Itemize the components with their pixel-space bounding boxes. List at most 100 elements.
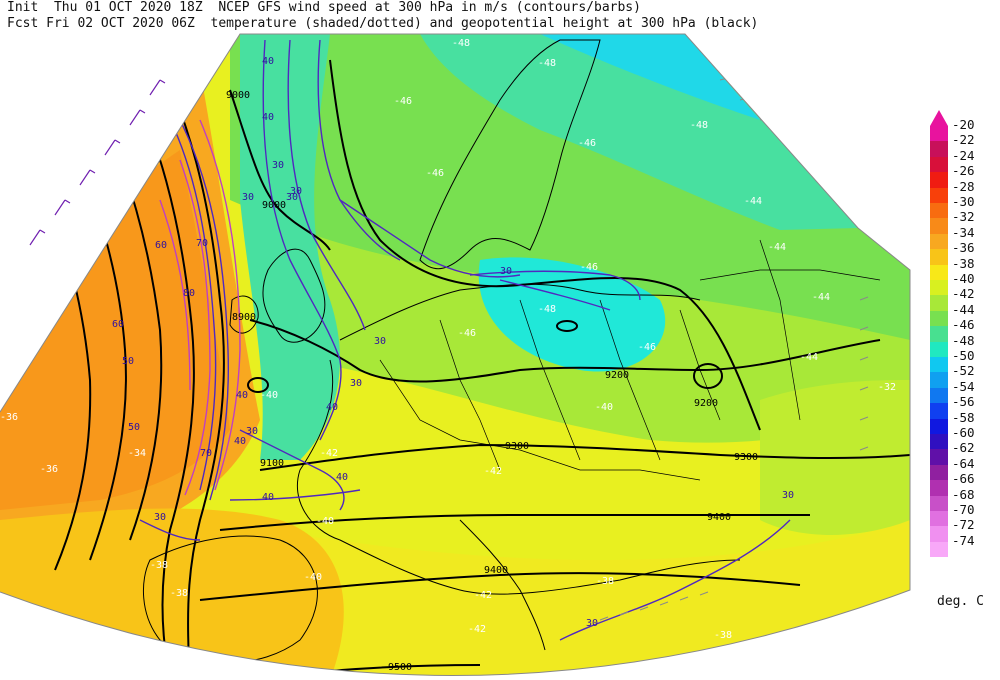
colorbar-swatch (930, 480, 948, 496)
wind-speed-contours (139, 39, 791, 641)
temp-label: -36 (40, 464, 58, 475)
temp-label: -46 (638, 342, 656, 353)
temp-label: -40 (316, 516, 334, 527)
colorbar-label: -34 (952, 224, 975, 240)
temp-label: -44 (744, 196, 762, 207)
temp-label: -32 (878, 382, 896, 393)
colorbar-label: -70 (952, 502, 975, 517)
wind-label: 30 (272, 160, 284, 171)
wind-label: 40 (234, 436, 246, 447)
colorbar-label: -48 (952, 332, 975, 348)
colorbar-swatch (930, 403, 948, 419)
wind-label: 30 (350, 378, 362, 389)
temp-label: -46 (394, 96, 412, 107)
colorbar-swatch (930, 541, 948, 558)
header-line-2: Fcst Fri 02 OCT 2020 06Z temperature (sh… (7, 16, 759, 31)
temp-label: -40 (260, 390, 278, 401)
colorbar-swatch (930, 526, 948, 542)
colorbar-label: -42 (952, 286, 975, 302)
colorbar-swatch (930, 249, 948, 265)
wind-label: 40 (262, 112, 274, 123)
colorbar-label: -44 (952, 301, 975, 317)
wind-label: 40 (262, 56, 274, 67)
wind-label: 30 (374, 336, 386, 347)
colorbar-label: -36 (952, 240, 975, 256)
colorbar-swatch (930, 156, 948, 173)
colorbar-label: -56 (952, 394, 975, 410)
header-line-1: Init Thu 01 OCT 2020 18Z NCEP GFS wind s… (7, 0, 641, 15)
colorbar-label: -74 (952, 532, 975, 548)
colorbar-swatch (930, 449, 948, 465)
temp-label: -40 (595, 402, 613, 413)
wind-label: 70 (200, 448, 212, 459)
temp-label: -42 (474, 590, 492, 601)
colorbar-swatch (930, 187, 948, 203)
temp-label: -38 (596, 576, 614, 587)
colorbar-swatch (930, 203, 948, 219)
colorbar-label: -26 (952, 163, 975, 179)
colorbar-swatch (930, 434, 948, 450)
colorbar-label: -40 (952, 271, 975, 286)
temp-label: -34 (128, 448, 146, 459)
colorbar-swatch (930, 372, 948, 388)
colorbar-label: -20 (952, 117, 975, 132)
height-label: 9400 (707, 512, 731, 523)
wind-label: 30 (782, 490, 794, 501)
temp-label: -42 (320, 448, 338, 459)
wind-label: 40 (236, 390, 248, 401)
temp-label: -46 (426, 168, 444, 179)
temp-label: -44 (812, 292, 830, 303)
wind-label: 80 (183, 288, 195, 299)
colorbar-label: -38 (952, 255, 975, 271)
height-label: 9200 (605, 370, 629, 381)
colorbar-label: -58 (952, 409, 975, 425)
height-label: 9300 (734, 452, 758, 463)
temp-label: -46 (580, 262, 598, 273)
height-label: 9200 (694, 398, 718, 409)
colorbar-swatch (930, 295, 948, 311)
colorbar-swatch (930, 141, 948, 157)
coastlines (142, 39, 881, 663)
colorbar-label: -60 (952, 425, 975, 440)
temp-label: -48 (452, 38, 470, 49)
wind-label: 30 (154, 512, 166, 523)
height-label: 9500 (388, 662, 412, 673)
colorbar-label: -32 (952, 209, 975, 225)
temp-label: -38 (150, 560, 168, 571)
map-frame (0, 33, 911, 676)
colorbar-label: -72 (952, 517, 975, 533)
temp-label: -48 (538, 58, 556, 69)
temp-label: -46 (458, 328, 476, 339)
colorbar-swatch (930, 341, 948, 357)
colorbar-label: -62 (952, 440, 975, 456)
colorbar-swatch (930, 326, 948, 342)
wind-labels: 40 40 30 30 60 70 80 60 50 40 30 40 30 3… (112, 56, 794, 629)
colorbar-swatch (930, 233, 948, 250)
wind-label: 40 (326, 402, 338, 413)
wind-label: 30 (246, 426, 258, 437)
wind-label: 50 (128, 422, 140, 433)
temp-label: -38 (714, 630, 732, 641)
colorbar-label: -54 (952, 378, 975, 394)
wind-label: 60 (155, 240, 167, 251)
temp-label: -48 (538, 304, 556, 315)
height-label: 9000 (262, 200, 286, 211)
colorbar-label: -66 (952, 471, 975, 487)
colorbar-swatch (930, 464, 948, 481)
height-label: 9400 (484, 565, 508, 576)
height-label: 9100 (260, 458, 284, 469)
temp-label: -38 (170, 588, 188, 599)
wind-label: 30 (242, 192, 254, 203)
wind-label: 50 (122, 356, 134, 367)
temp-label: -44 (800, 352, 818, 363)
wind-label: 30 (500, 266, 512, 277)
height-labels: 9000 9000 8900 9100 9200 9200 9300 9300 … (226, 90, 758, 673)
colorbar-label: -64 (952, 455, 975, 471)
colorbar-label: -50 (952, 348, 975, 363)
colorbar-label: -52 (952, 363, 975, 379)
wind-label: 30 (290, 186, 302, 197)
colorbar-swatch (930, 511, 948, 527)
colorbar-swatch (930, 495, 948, 511)
